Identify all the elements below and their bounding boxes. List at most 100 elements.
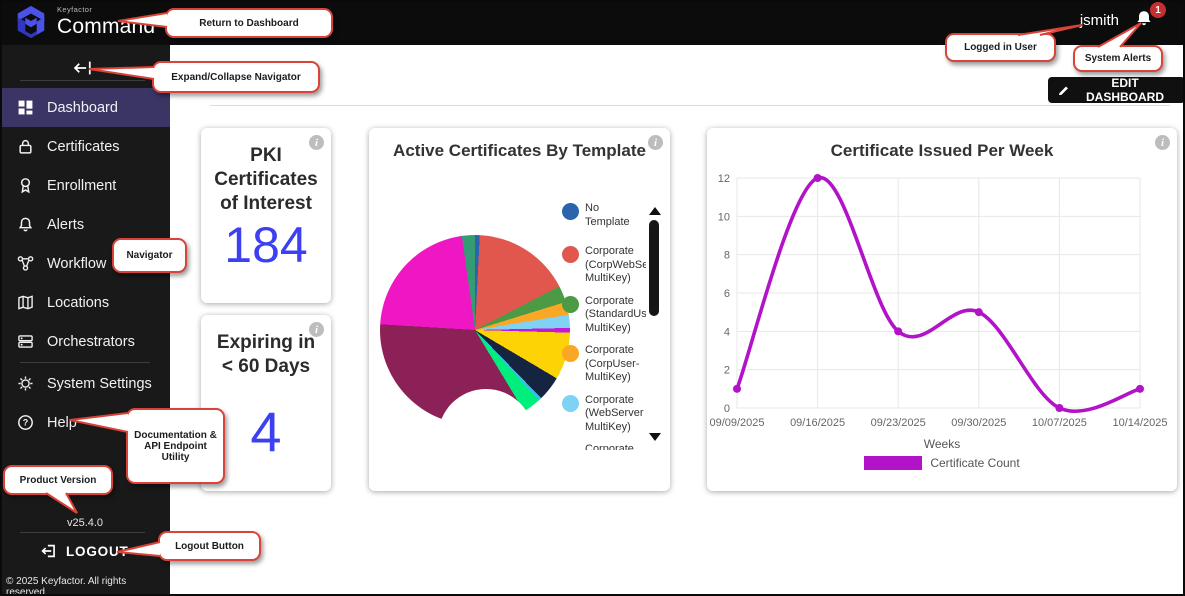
sidebar-item-label: Dashboard [47, 99, 118, 116]
sidebar-divider [20, 362, 150, 363]
sidebar-item-label: Locations [47, 294, 110, 311]
legend-scrollbar-thumb[interactable] [649, 220, 659, 316]
annotation-documentation: Documentation & API Endpoint Utility [126, 408, 225, 484]
sidebar-item-enrollment[interactable]: Enrollment [0, 166, 170, 205]
legend-label: Corporate (CorpWebSe MultiKey) [585, 245, 646, 284]
donut-chart-title: Active Certificates By Template [393, 141, 646, 160]
legend-item[interactable]: No Template [562, 202, 646, 229]
sidebar-item-label: Enrollment [47, 177, 117, 194]
brand-keyfactor: Keyfactor [57, 5, 93, 14]
sidebar-item-orchestrators[interactable]: Orchestrators [0, 322, 170, 361]
sidebar-item-locations[interactable]: Locations [0, 283, 170, 322]
product-version-text: v25.4.0 [66, 517, 104, 529]
legend-swatch [562, 246, 579, 263]
legend-swatch [562, 203, 579, 220]
sidebar-item-certificates[interactable]: Certificates [0, 127, 170, 166]
x-axis-label: Weeks [923, 437, 961, 451]
legend-swatch [562, 295, 579, 313]
logged-in-username[interactable]: jsmith [1079, 12, 1119, 29]
info-icon[interactable]: i [1155, 135, 1170, 150]
sidebar-item-dashboard[interactable]: Dashboard [0, 88, 170, 127]
line-chart-title: Certificate Issued Per Week [830, 141, 1054, 160]
legend-item[interactable]: Corporate (CorpUser- MultiKey) [562, 344, 646, 385]
svg-text:4: 4 [724, 326, 730, 338]
brand-command: Command [57, 15, 156, 38]
sidebar-nav: Dashboard Certificates Enrollment Alerts Wor… [0, 88, 170, 442]
legend-item[interactable]: Corporate (StandardUs MultiKey) [562, 295, 646, 336]
keyfactor-hex-icon [17, 5, 45, 39]
annotation-navigator: Navigator [112, 238, 187, 273]
logout-label: LOGOUT [66, 543, 129, 559]
ribbon-icon [17, 177, 34, 194]
donut-hole [438, 389, 534, 485]
content-divider [210, 105, 1170, 106]
pki-card-value: 184 [224, 217, 308, 273]
legend-label: Corporate [585, 443, 634, 450]
info-icon[interactable]: i [309, 322, 324, 337]
annotation-logged-in-user: Logged in User [945, 33, 1056, 62]
svg-text:6: 6 [724, 288, 730, 300]
copyright-text: © 2025 Keyfactor. All rights reserved. [6, 576, 127, 596]
svg-text:?: ? [23, 418, 29, 428]
sidebar-item-label: System Settings [47, 375, 152, 392]
sidebar-divider [20, 532, 145, 533]
expiring-card-title: Expiring in < 60 Days [216, 332, 316, 377]
sidebar-divider [20, 80, 145, 81]
sidebar-item-label: Workflow [47, 255, 107, 272]
legend-swatch [562, 394, 579, 412]
workflow-icon [17, 255, 34, 272]
sidebar-item-label: Help [47, 414, 77, 431]
legend-label: Corporate (WebServer MultiKey) [585, 393, 644, 433]
legend-item[interactable]: Corporate [562, 443, 646, 450]
annotation-return-to-dashboard: Return to Dashboard [165, 8, 333, 38]
bell-icon [17, 216, 34, 233]
donut-legend: No Template Corporate (CorpWebSe MultiKey) Co… [562, 202, 646, 450]
logout-icon [40, 542, 58, 560]
svg-text:8: 8 [724, 250, 730, 262]
legend-label: No Template [585, 202, 630, 228]
collapse-navigator-button[interactable] [70, 57, 96, 81]
svg-text:09/30/2025: 09/30/2025 [951, 417, 1006, 429]
info-icon[interactable]: i [309, 135, 324, 150]
logout-button[interactable]: LOGOUT [40, 542, 129, 560]
pencil-icon [1058, 86, 1068, 96]
svg-text:10/14/2025: 10/14/2025 [1112, 417, 1167, 429]
info-icon[interactable]: i [648, 135, 663, 150]
line-chart-legend: Certificate Count [707, 456, 1177, 470]
svg-text:10/07/2025: 10/07/2025 [1032, 417, 1087, 429]
pki-certificates-card: i PKI Certificates of Interest 184 [201, 128, 331, 303]
svg-text:10: 10 [718, 211, 730, 223]
svg-text:0: 0 [724, 403, 730, 415]
map-icon [17, 294, 34, 311]
legend-scroll-up-arrow[interactable] [649, 207, 661, 215]
legend-swatch [864, 456, 923, 470]
legend-item[interactable]: Corporate (CorpWebSe MultiKey) [562, 245, 646, 286]
sidebar-item-workflow[interactable]: Workflow [0, 244, 170, 283]
sidebar-item-system-settings[interactable]: System Settings [0, 364, 170, 403]
keyfactor-logo[interactable]: Keyfactor Command [12, 3, 155, 41]
annotation-logout-button: Logout Button [158, 531, 261, 561]
svg-text:09/23/2025: 09/23/2025 [871, 417, 926, 429]
legend-scroll-down-arrow[interactable] [649, 433, 661, 441]
edit-dashboard-label: EDIT DASHBOARD [1086, 76, 1165, 104]
svg-text:09/16/2025: 09/16/2025 [790, 417, 845, 429]
alert-count-badge: 1 [1150, 2, 1166, 18]
help-icon: ? [17, 414, 34, 431]
legend-label: Corporate (CorpUser- MultiKey) [585, 344, 640, 383]
sidebar-item-label: Orchestrators [47, 333, 135, 350]
certificates-per-week-card: i Certificate Issued Per Week 0 2 4 6 8 10 12 0… [707, 128, 1177, 491]
annotation-product-version: Product Version [3, 465, 113, 495]
svg-text:09/09/2025: 09/09/2025 [709, 417, 764, 429]
sidebar-item-alerts[interactable]: Alerts [0, 205, 170, 244]
server-icon [17, 333, 34, 350]
bell-icon [1137, 11, 1151, 26]
system-alerts-bell[interactable]: 1 [1133, 2, 1166, 38]
sidebar-item-help[interactable]: ? Help [0, 403, 170, 442]
svg-text:2: 2 [724, 365, 730, 377]
legend-item[interactable]: Corporate (WebServer MultiKey) [562, 394, 646, 435]
dashboard-icon [17, 99, 34, 116]
active-certificates-card: i Active Certificates By Template No Temp… [369, 128, 670, 491]
edit-dashboard-button[interactable]: EDIT DASHBOARD [1048, 76, 1185, 104]
legend-label: Certificate Count [930, 456, 1020, 470]
